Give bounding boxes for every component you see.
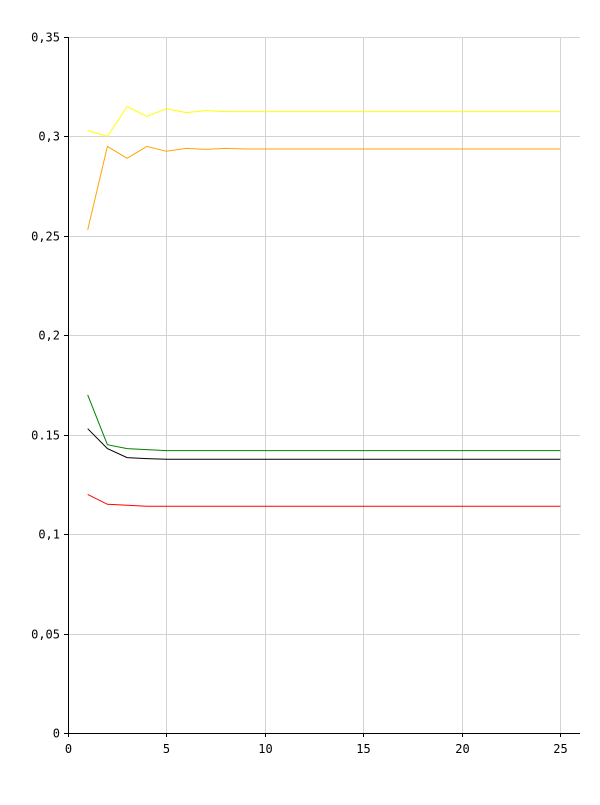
- y-tick-label: 0,2: [38, 329, 60, 343]
- series-lines: [87, 105, 561, 507]
- y-tick-label: 0,3: [38, 130, 60, 144]
- y-tick-label: 0,25: [31, 230, 60, 244]
- y-tick-label: 0,35: [31, 31, 60, 45]
- series-line-3: [87, 394, 561, 452]
- x-tick-label: 5: [163, 742, 170, 756]
- grid-lines: [68, 37, 580, 733]
- x-tick-label: 25: [553, 742, 567, 756]
- series-line-2: [87, 145, 561, 231]
- y-tick-label: 0,1: [38, 528, 60, 542]
- x-tick-label: 15: [356, 742, 370, 756]
- x-tick-label: 20: [455, 742, 469, 756]
- tick-labels: 0 0,05 0,1 0.15 0,2 0,25 0,3 0,35 0 5 10 15 20 25: [31, 31, 568, 757]
- x-tick-label: 10: [258, 742, 272, 756]
- x-tick-label: 0: [65, 742, 72, 756]
- series-line-1: [87, 105, 561, 137]
- series-line-4: [87, 428, 561, 460]
- series-line-5: [87, 493, 561, 507]
- y-tick-label: 0: [53, 727, 60, 741]
- y-tick-label: 0.15: [31, 429, 60, 443]
- axes: [64, 37, 580, 737]
- y-tick-label: 0,05: [31, 628, 60, 642]
